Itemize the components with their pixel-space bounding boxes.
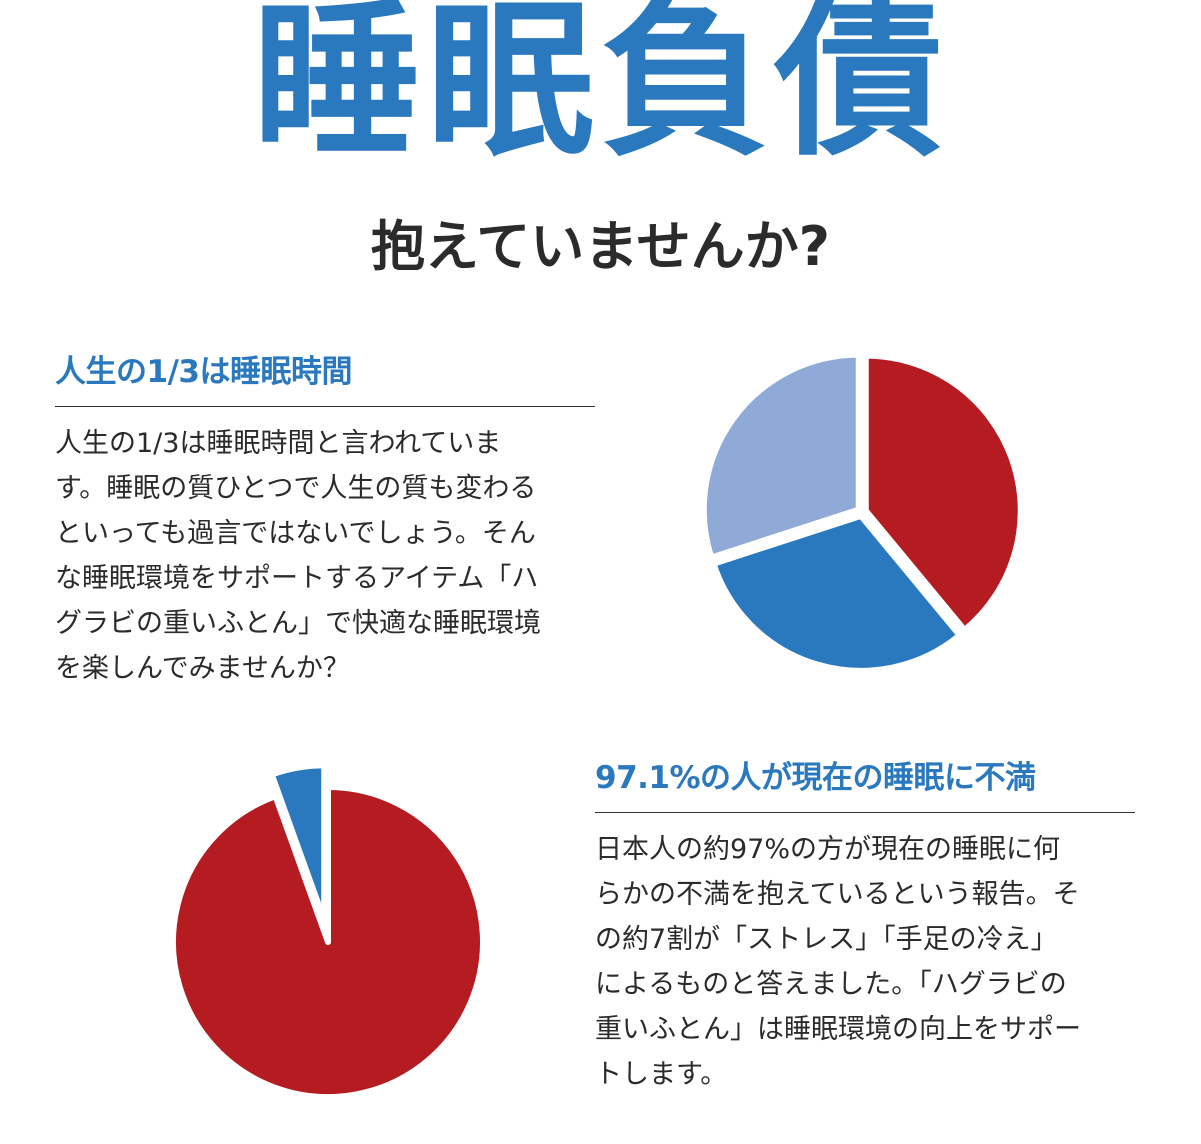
body-line: 重いふとん」は睡眠環境の向上をサポー <box>595 1014 1081 1045</box>
body-line: グラビの重いふとん」で快適な睡眠環境 <box>55 608 541 639</box>
pie-chart-dissatisfaction <box>170 762 486 1100</box>
body-line: を楽しんでみませんか？ <box>55 653 350 684</box>
section-heading: 97.1%の人が現在の睡眠に不満 <box>595 760 1036 796</box>
pie-slice <box>862 352 1024 634</box>
section-dissatisfaction: 97.1%の人が現在の睡眠に不満 日本人の約97%の方が現在の睡眠に何 らかの不… <box>595 756 1135 1097</box>
section-life-third: 人生の1/3は睡眠時間 人生の1/3は睡眠時間と言われていま す。睡眠の質ひとつ… <box>55 350 595 691</box>
body-line: といっても過言ではないでしょう。そん <box>55 518 536 549</box>
divider <box>55 406 595 407</box>
body-line: らかの不満を抱えているという報告。そ <box>595 879 1080 910</box>
body-line: す。睡眠の質ひとつで人生の質も変わる <box>55 473 537 504</box>
section-heading: 人生の1/3は睡眠時間 <box>55 354 352 390</box>
body-line: 日本人の約97%の方が現在の睡眠に何 <box>595 834 1061 865</box>
body-line: によるものと答えました。「ハグラビの <box>595 969 1067 1000</box>
body-line: の約7割が「ストレス」「手足の冷え」 <box>595 924 1058 955</box>
pie-slice <box>700 351 862 561</box>
divider <box>595 812 1135 813</box>
main-title: 睡眠負債 <box>252 0 949 179</box>
pie-chart-life-third <box>700 351 1024 674</box>
sub-title: 抱えていませんか? <box>370 215 830 278</box>
section-body: 人生の1/3は睡眠時間と言われていま す。睡眠の質ひとつで人生の質も変わる とい… <box>55 421 595 691</box>
body-line: 人生の1/3は睡眠時間と言われていま <box>55 428 502 459</box>
section-body: 日本人の約97%の方が現在の睡眠に何 らかの不満を抱えているという報告。そ の約… <box>595 827 1135 1097</box>
pie-slice <box>268 762 328 924</box>
pie-slice <box>170 784 486 1100</box>
pie-slice <box>710 512 963 674</box>
body-line: な睡眠環境をサポートするアイテム「ハ <box>55 563 539 594</box>
body-line: トします。 <box>595 1059 728 1090</box>
